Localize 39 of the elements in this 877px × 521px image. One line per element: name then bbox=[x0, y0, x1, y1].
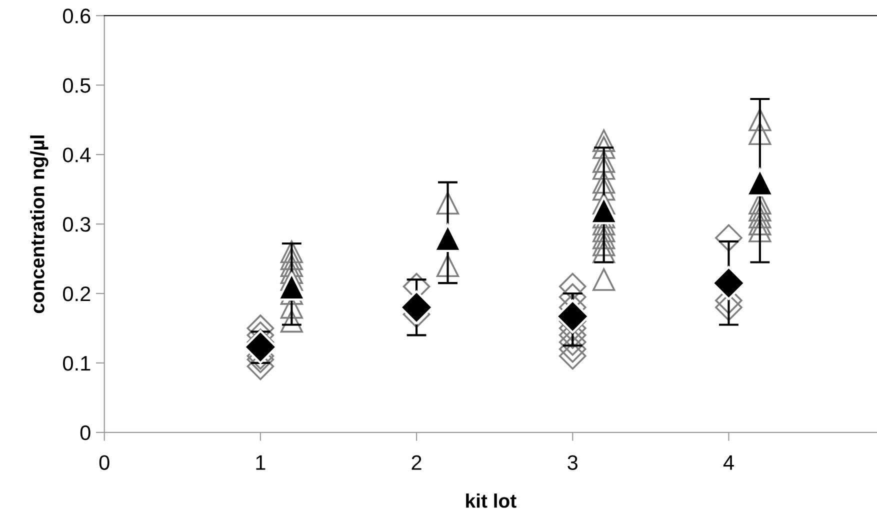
point bbox=[280, 240, 303, 264]
point bbox=[558, 335, 586, 363]
y-axis-title: concentration ng/µl bbox=[30, 136, 48, 314]
y-tick-label: 0.3 bbox=[63, 217, 90, 232]
point bbox=[558, 272, 586, 300]
x-tick-label: 3 bbox=[568, 455, 578, 470]
y-tick-label: 0 bbox=[80, 425, 90, 440]
y-tick-label: 0.2 bbox=[63, 286, 90, 302]
point bbox=[748, 198, 772, 222]
point bbox=[558, 342, 586, 370]
y-tick-label: 0.6 bbox=[63, 8, 90, 24]
point bbox=[748, 220, 772, 242]
point bbox=[592, 268, 616, 291]
point bbox=[592, 234, 616, 256]
y-tick-label: 0.5 bbox=[63, 78, 90, 93]
x-tick-label: 0 bbox=[99, 455, 110, 470]
point bbox=[748, 206, 772, 228]
point bbox=[280, 247, 303, 270]
point bbox=[748, 122, 772, 146]
point bbox=[436, 192, 460, 215]
x-axis-title: kit lot bbox=[466, 494, 516, 508]
point bbox=[748, 212, 772, 236]
point bbox=[592, 226, 616, 250]
x-tick-label: 2 bbox=[412, 455, 422, 470]
point bbox=[592, 129, 616, 152]
point bbox=[748, 108, 772, 132]
x-tick-label: 1 bbox=[256, 455, 266, 470]
y-tick-label: 0.1 bbox=[63, 356, 90, 371]
x-tick-label: 4 bbox=[723, 455, 734, 470]
point bbox=[280, 310, 303, 333]
y-tick-label: 0.4 bbox=[63, 148, 91, 162]
point bbox=[280, 254, 303, 278]
point bbox=[592, 150, 616, 173]
point bbox=[592, 157, 616, 180]
point bbox=[592, 171, 616, 194]
point bbox=[715, 224, 742, 252]
point bbox=[436, 254, 460, 278]
point bbox=[592, 178, 616, 201]
point bbox=[592, 136, 616, 159]
